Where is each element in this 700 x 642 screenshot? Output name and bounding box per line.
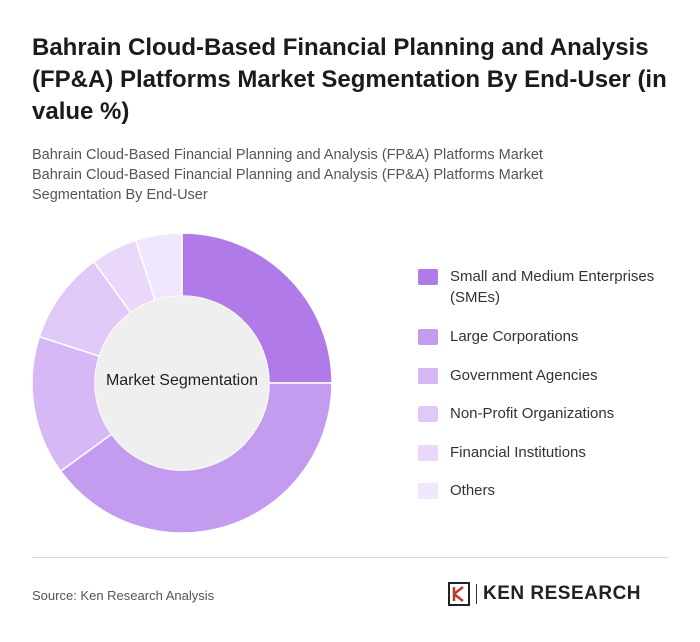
legend-label: Others xyxy=(450,482,496,499)
legend-swatch xyxy=(418,445,438,461)
donut-hole xyxy=(95,296,269,470)
legend-item: Government Agencies xyxy=(418,365,670,386)
legend-swatch xyxy=(418,368,438,384)
legend-label: Small and Medium Enterprises (SMEs) xyxy=(450,268,655,306)
legend-swatch xyxy=(418,483,438,499)
subtitle-line: Bahrain Cloud-Based Financial Planning a… xyxy=(32,167,543,203)
legend-label: Financial Institutions xyxy=(450,444,586,461)
legend-label: Non-Profit Organizations xyxy=(450,405,615,422)
legend-swatch xyxy=(418,406,438,422)
subtitle-line: Bahrain Cloud-Based Financial Planning a… xyxy=(32,147,543,163)
legend-label: Large Corporations xyxy=(450,328,579,345)
logo-separator xyxy=(476,584,477,604)
legend-item: Others xyxy=(418,480,670,501)
legend-item: Large Corporations xyxy=(418,326,670,347)
chart-title: Bahrain Cloud-Based Financial Planning a… xyxy=(32,34,667,125)
legend-item: Small and Medium Enterprises (SMEs) xyxy=(418,266,670,308)
donut-center-label: Market Segmentation xyxy=(105,372,259,389)
legend-item: Non-Profit Organizations xyxy=(418,403,670,424)
logo-text: KEN RESEARCH xyxy=(483,583,642,604)
ken-research-logo: KEN RESEARCH xyxy=(448,582,641,606)
legend-swatch xyxy=(418,269,438,285)
legend-swatch xyxy=(418,329,438,345)
footer-divider xyxy=(32,557,668,558)
chart-subtitle: Bahrain Cloud-Based Financial Planning a… xyxy=(32,145,612,205)
source-note: Source: Ken Research Analysis xyxy=(32,588,215,603)
legend-label: Government Agencies xyxy=(450,367,598,384)
logo-k-icon xyxy=(448,582,470,606)
legend-item: Financial Institutions xyxy=(418,442,670,463)
